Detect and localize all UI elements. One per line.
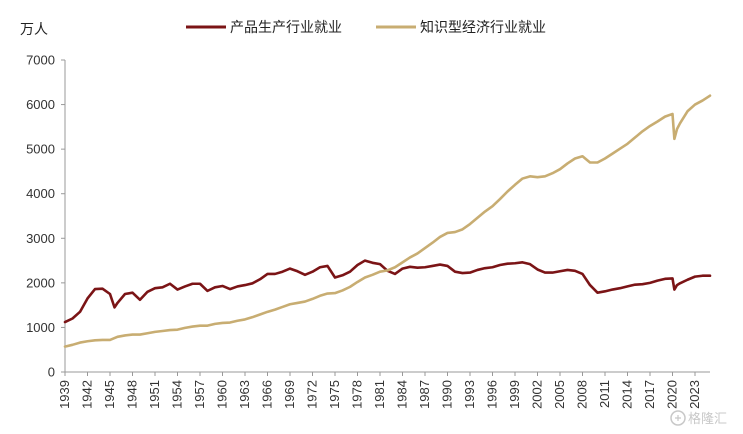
x-tick-label: 1981 (372, 380, 387, 409)
x-tick-label: 1939 (57, 380, 72, 409)
x-tick-label: 2020 (665, 380, 680, 409)
series-line-1 (63, 259, 712, 324)
x-tick-label: 1999 (507, 380, 522, 409)
x-tick-label: 2002 (530, 380, 545, 409)
x-tick-label: 1951 (147, 380, 162, 409)
x-tick-label: 1984 (395, 380, 410, 409)
x-tick-label: 2014 (620, 380, 635, 409)
x-tick-label: 2011 (597, 380, 612, 408)
x-tick-label: 1972 (305, 380, 320, 409)
watermark-logo-icon (670, 410, 686, 426)
y-tick-label: 7000 (26, 53, 55, 68)
x-axis: 1939 1942 1945 1948 1951 1954 1957 1960 1963 1966… (57, 371, 710, 409)
x-tick-label: 2017 (642, 380, 657, 409)
y-tick-label: 4000 (26, 186, 55, 201)
series-layer (63, 94, 712, 348)
x-tick-label: 1945 (102, 380, 117, 409)
y-axis: 0 1000 2000 3000 4000 5000 6000 7000 (26, 53, 66, 380)
x-tick-label: 2005 (552, 380, 567, 409)
x-tick-label: 1987 (417, 380, 432, 409)
x-tick-label: 1978 (350, 380, 365, 409)
x-tick-label: 1996 (485, 380, 500, 409)
x-tick-label: 1942 (80, 380, 95, 409)
watermark: 格隆汇 (670, 410, 727, 427)
y-tick-label: 1000 (26, 320, 55, 335)
y-axis-unit-label: 万人 (20, 22, 48, 38)
x-tick-label: 1969 (282, 380, 297, 409)
y-tick-label: 0 (48, 365, 55, 380)
y-tick-label: 2000 (26, 275, 55, 290)
x-tick-label: 1966 (260, 380, 275, 409)
x-tick-label: 1975 (327, 380, 342, 409)
x-tick-label: 1963 (237, 380, 252, 409)
y-tick-label: 5000 (26, 142, 55, 157)
watermark-text: 格隆汇 (688, 411, 727, 427)
x-tick-label: 2008 (575, 380, 590, 409)
y-tick-label: 3000 (26, 231, 55, 246)
x-tick-label: 1993 (462, 380, 477, 409)
x-tick-label: 1948 (125, 380, 140, 409)
series-line-2 (63, 94, 712, 348)
x-tick-label: 1990 (440, 380, 455, 409)
x-tick-label: 2023 (687, 380, 702, 409)
legend: 产品生产行业就业 知识型经济行业就业 (186, 19, 546, 36)
x-tick-label: 1957 (192, 380, 207, 409)
legend-label-2: 知识型经济行业就业 (420, 19, 546, 36)
y-tick-label: 6000 (26, 97, 55, 112)
x-tick-label: 1954 (170, 380, 185, 409)
legend-label-1: 产品生产行业就业 (230, 20, 342, 36)
x-tick-label: 1960 (215, 380, 230, 409)
